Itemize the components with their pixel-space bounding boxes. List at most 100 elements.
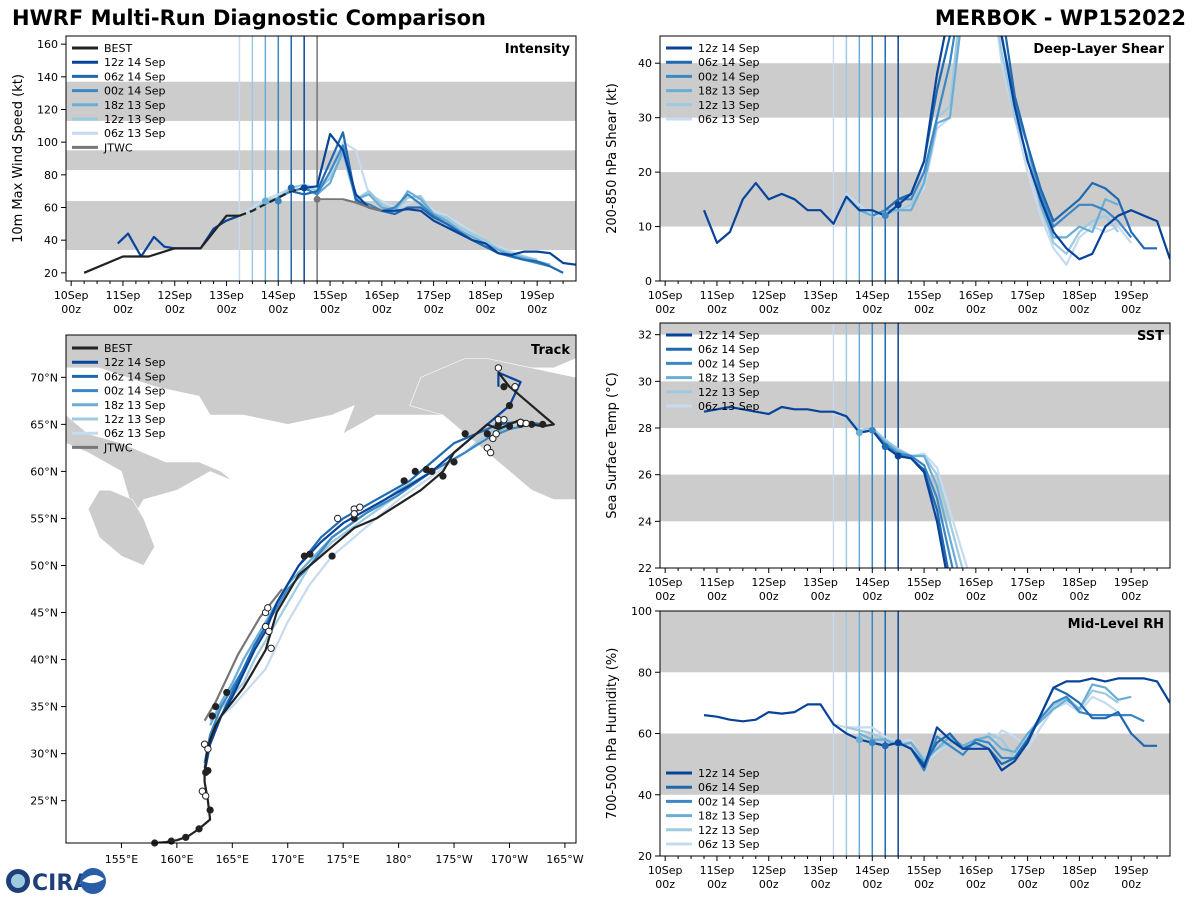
shear-series-line-1 (897, 36, 1170, 261)
track-ytick-label-9: 70°N (30, 371, 58, 384)
track-best-dot-24 (528, 420, 536, 428)
track-best-dot-28 (500, 383, 508, 391)
track-best-dot-19 (450, 458, 458, 466)
rh-xtick-label-9: 19Sep (1114, 864, 1149, 877)
shear-xtick-label-4: 14Sep (855, 289, 890, 302)
sst-series-line-5 (845, 415, 964, 568)
sst-xtick-sublabel-5: 00z (914, 590, 934, 603)
intensity-legend-label-4: 18z 13 Sep (104, 99, 166, 112)
track-xtick-label-0: 155°E (105, 853, 138, 866)
track-best-dot-1 (167, 837, 175, 845)
sst-xtick-label-6: 16Sep (958, 576, 993, 589)
intensity-xtick-sublabel-3: 00z (217, 303, 237, 316)
sst-marker-1 (868, 426, 876, 434)
intensity-ytick-label-6: 140 (37, 71, 58, 84)
sst-marker-2 (881, 443, 889, 451)
intensity-ytick-label-7: 160 (37, 38, 58, 51)
track-ytick-label-0: 25°N (30, 795, 58, 808)
track-best-dot-27 (505, 401, 514, 410)
track-best-dot-15 (411, 467, 419, 476)
shear-xtick-label-7: 17Sep (1010, 289, 1045, 302)
shear-marker-0 (881, 212, 889, 220)
sst-band-2 (660, 323, 1170, 335)
track-legend-label-4: 18z 13 Sep (104, 399, 166, 412)
sst-ytick-label-3: 28 (638, 422, 652, 435)
intensity-xtick-sublabel-1: 00z (113, 303, 133, 316)
track-forecast-dot-11 (356, 503, 364, 511)
track-ytick-label-1: 30°N (30, 748, 58, 761)
intensity-ytick-label-5: 120 (37, 104, 58, 117)
shear-ytick-label-4: 40 (638, 57, 652, 70)
shear-xtick-sublabel-7: 00z (1018, 303, 1038, 316)
track-xtick-label-8: 165°W (546, 853, 583, 866)
rh-legend-label-0: 12z 14 Sep (698, 767, 760, 780)
intensity-band-2 (66, 81, 576, 121)
track-legend-label-0: BEST (104, 342, 132, 355)
rh-xtick-label-7: 17Sep (1010, 864, 1045, 877)
intensity-band-0 (66, 200, 576, 250)
rh-ylabel: 700-500 hPa Humidity (%) (605, 648, 620, 820)
track-forecast-dot-18 (500, 415, 508, 424)
track-series-line-2 (203, 371, 522, 773)
intensity-xtick-label-5: 15Sep (313, 289, 348, 302)
shear-legend-label-1: 06z 14 Sep (698, 56, 760, 69)
sst-xtick-label-8: 18Sep (1062, 576, 1097, 589)
sst-xtick-sublabel-2: 00z (759, 590, 779, 603)
rh-xtick-sublabel-9: 00z (1121, 878, 1141, 891)
rh-xtick-label-3: 13Sep (803, 864, 838, 877)
sst-xtick-sublabel-3: 00z (811, 590, 831, 603)
rh-ytick-label-0: 20 (638, 850, 652, 863)
track-best-dot-23 (505, 422, 514, 430)
intensity-xtick-label-7: 17Sep (416, 289, 451, 302)
track-series-line-7 (214, 418, 511, 722)
rh-ytick-label-1: 40 (638, 789, 652, 802)
shear-xtick-label-9: 19Sep (1114, 289, 1149, 302)
intensity-series-line-5 (290, 131, 564, 274)
rh-marker-3 (894, 739, 902, 747)
track-xtick-label-3: 170°E (271, 853, 304, 866)
track-legend-label-1: 12z 14 Sep (104, 356, 166, 369)
track-xtick-label-4: 175°E (326, 853, 359, 866)
shear-legend-label-0: 12z 14 Sep (698, 42, 760, 55)
intensity-xtick-label-4: 14Sep (261, 289, 296, 302)
intensity-xtick-label-2: 12Sep (157, 289, 192, 302)
shear-xtick-sublabel-5: 00z (914, 303, 934, 316)
track-best-dot-3 (195, 825, 203, 833)
rh-ytick-label-4: 100 (631, 605, 652, 618)
track-xtick-label-5: 180° (385, 853, 412, 866)
track-forecast-dot-12 (350, 510, 358, 518)
track-best-dot-25 (539, 420, 547, 428)
rh-xtick-sublabel-6: 00z (966, 878, 986, 891)
rh-marker-1 (868, 739, 876, 747)
rh-title: Mid-Level RH (1068, 617, 1164, 632)
rh-xtick-sublabel-0: 00z (655, 878, 675, 891)
track-best-dot-12 (328, 552, 336, 560)
intensity-xtick-label-0: 10Sep (54, 289, 89, 302)
shear-xtick-sublabel-2: 00z (759, 303, 779, 316)
track-ytick-label-8: 65°N (30, 418, 58, 431)
track-land-1 (66, 414, 233, 557)
shear-legend-label-3: 18z 13 Sep (698, 85, 760, 98)
shear-xtick-label-3: 13Sep (803, 289, 838, 302)
intensity-ytick-label-1: 40 (44, 234, 58, 247)
rh-marker-0 (855, 736, 863, 744)
track-forecast-dot-22 (494, 364, 503, 372)
rh-xtick-label-5: 15Sep (907, 864, 942, 877)
rh-series-line-0 (703, 703, 899, 747)
sst-series-line-0 (703, 405, 899, 457)
sst-xtick-sublabel-8: 00z (1070, 590, 1090, 603)
rh-ytick-label-3: 80 (638, 666, 652, 679)
track-forecast-dot-5 (265, 627, 273, 636)
sst-xtick-label-5: 15Sep (907, 576, 942, 589)
track-legend-label-6: 06z 13 Sep (104, 427, 166, 440)
sst-xtick-sublabel-9: 00z (1121, 590, 1141, 603)
shear-band-1 (660, 63, 1170, 118)
sst-band-1 (660, 381, 1170, 428)
intensity-ytick-label-4: 100 (37, 136, 58, 149)
shear-ytick-label-1: 10 (638, 221, 652, 234)
track-ytick-label-5: 50°N (30, 559, 58, 572)
track-xtick-label-6: 175°W (435, 853, 472, 866)
shear-series-line-5 (845, 36, 1120, 255)
track-forecast-dot-3 (201, 792, 210, 800)
shear-xtick-sublabel-1: 00z (707, 303, 727, 316)
